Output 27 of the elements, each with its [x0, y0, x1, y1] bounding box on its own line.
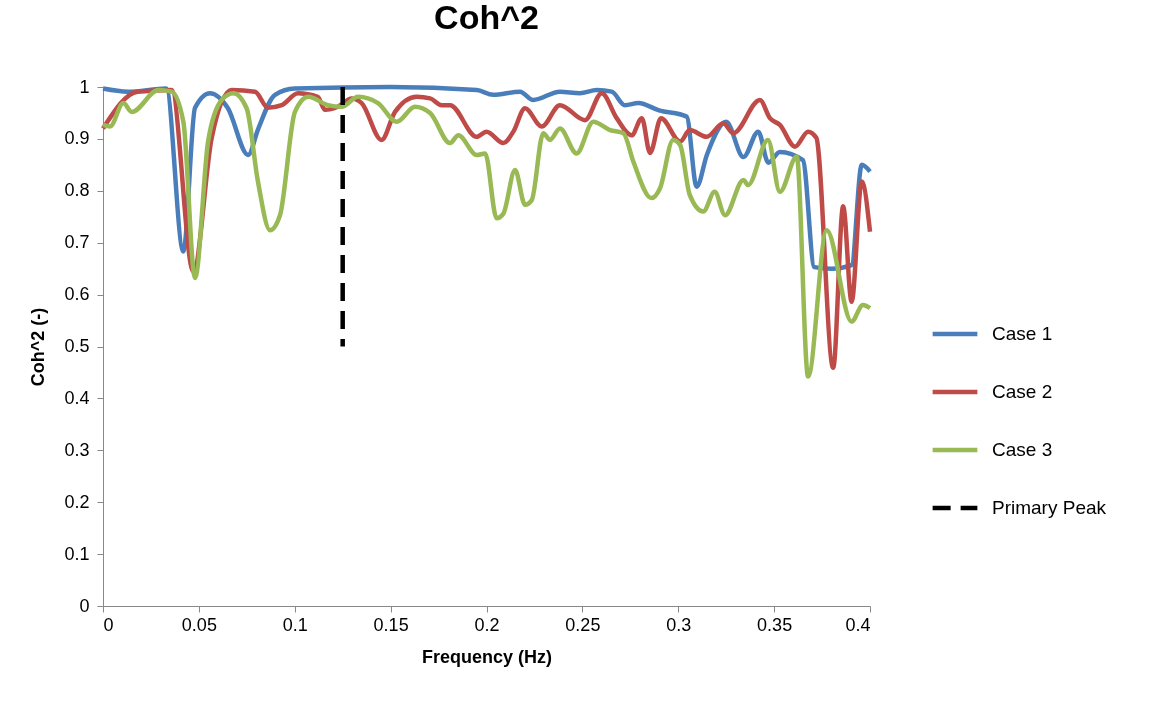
- y-tick-label: 0.8: [64, 180, 90, 201]
- y-axis-title: Coh^2 (-): [28, 307, 49, 387]
- y-tick-label: 0.2: [64, 491, 90, 512]
- x-tick-label: 0.15: [373, 614, 409, 635]
- legend-label: Case 3: [992, 439, 1053, 460]
- y-tick-label: 0.4: [64, 387, 90, 408]
- x-tick-label: 0.1: [282, 614, 308, 635]
- legend-label: Case 2: [992, 381, 1053, 402]
- legend-label: Case 1: [992, 323, 1053, 344]
- y-tick-label: 0.1: [64, 543, 90, 564]
- x-tick-label: 0: [103, 614, 114, 635]
- y-tick-label: 0.5: [64, 336, 90, 356]
- y-tick-label: 0.3: [64, 439, 90, 460]
- x-tick-label: 0.35: [757, 614, 793, 635]
- x-tick-label: 0.2: [474, 614, 500, 635]
- x-tick-label: 0.3: [666, 614, 692, 635]
- y-tick-label: 1: [79, 76, 90, 97]
- x-tick-label: 0.4: [845, 614, 871, 635]
- x-tick-label: 0.05: [181, 614, 217, 635]
- legend-label: Primary Peak: [992, 497, 1107, 518]
- y-tick-label: 0.7: [64, 232, 90, 253]
- x-axis-title: Frequency (Hz): [421, 646, 553, 667]
- chart-title: Coh^2: [434, 0, 539, 36]
- x-tick-label: 0.25: [565, 614, 601, 635]
- y-tick-label: 0.6: [64, 284, 90, 305]
- y-tick-label: 0.9: [64, 128, 90, 149]
- y-tick-label: 0: [79, 595, 90, 616]
